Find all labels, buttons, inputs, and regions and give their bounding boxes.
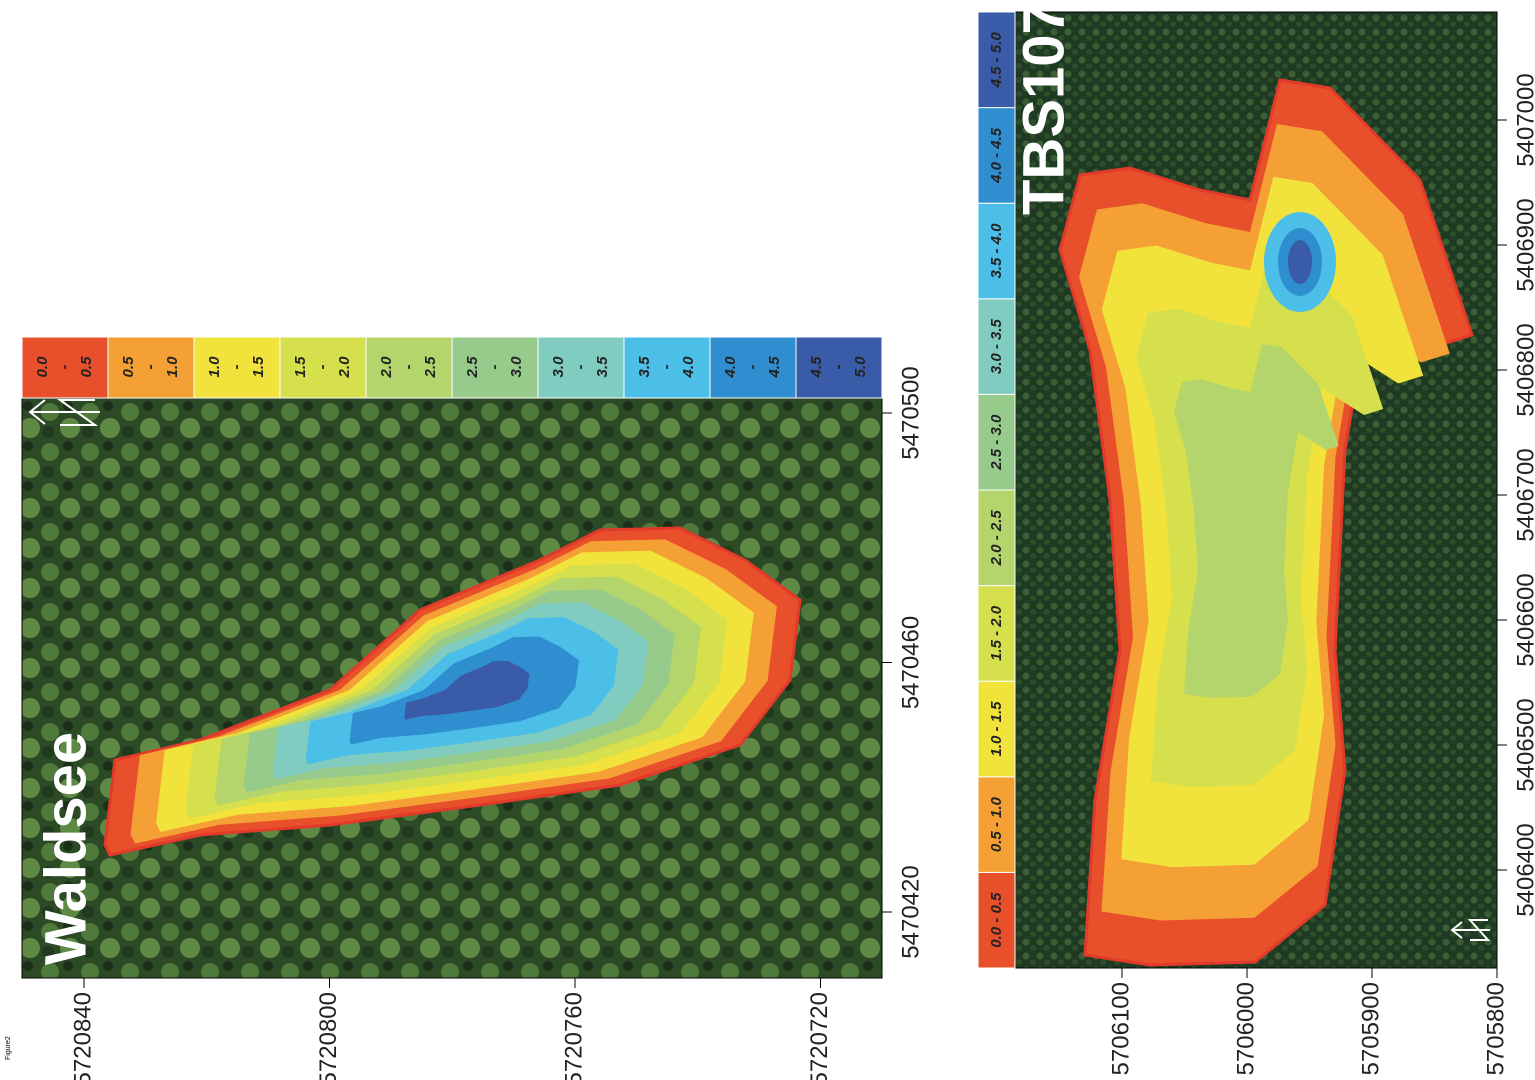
northing-label: 5720720 <box>806 992 833 1080</box>
easting-label: 5470420 <box>897 865 924 958</box>
legend-label: 0.0 - 0.5 <box>988 892 1005 948</box>
easting-label: 5470460 <box>897 616 924 709</box>
easting-label: 5406700 <box>1512 448 1535 541</box>
figure-label: Figure2 <box>5 1036 12 1060</box>
map-title: Waldsee <box>33 732 98 965</box>
legend-label: 0.5 - 1.0 <box>988 796 1005 852</box>
legend-label: 4.5 - 5.0 <box>988 32 1005 89</box>
northing-label: 5720840 <box>69 992 96 1080</box>
easting-label: 5406400 <box>1512 823 1535 916</box>
northing-label: 5720760 <box>560 992 587 1080</box>
depth-zone <box>1288 240 1312 284</box>
northing-label: 5706000 <box>1232 982 1259 1075</box>
map-title: TBS107 <box>1011 2 1076 215</box>
legend-label: 2.5 - 3.0 <box>988 414 1005 471</box>
map-tbs107: TBS107 0.0 - 0.5 0.5 - 1.0 1.0 - 1.5 1.5 - 2… <box>978 2 1535 1075</box>
easting-label: 5407000 <box>1512 73 1535 166</box>
easting-label: 5406900 <box>1512 198 1535 291</box>
legend-label: 1.0 - 1.5 <box>988 701 1005 757</box>
easting-label: 5470500 <box>897 366 924 459</box>
northing-label: 5705800 <box>1482 982 1509 1075</box>
legend-label: 4.0 - 4.5 <box>988 127 1005 184</box>
northing-label: 5720800 <box>315 992 342 1080</box>
northing-label: 5706100 <box>1107 982 1134 1075</box>
legend-label: 2.0 - 2.5 <box>988 510 1005 567</box>
legend-label: 3.5 - 4.0 <box>988 223 1005 279</box>
easting-label: 5406500 <box>1512 698 1535 791</box>
figure: Figure2 Waldsee0.0-0.50.5-1.01.0-1.51.5-… <box>0 0 1535 1080</box>
legend-label: 1.5 - 2.0 <box>988 605 1005 661</box>
legend-label: 3.0 - 3.5 <box>988 318 1005 374</box>
northing-label: 5705900 <box>1357 982 1384 1075</box>
easting-label: 5406600 <box>1512 573 1535 666</box>
easting-label: 5406800 <box>1512 323 1535 416</box>
